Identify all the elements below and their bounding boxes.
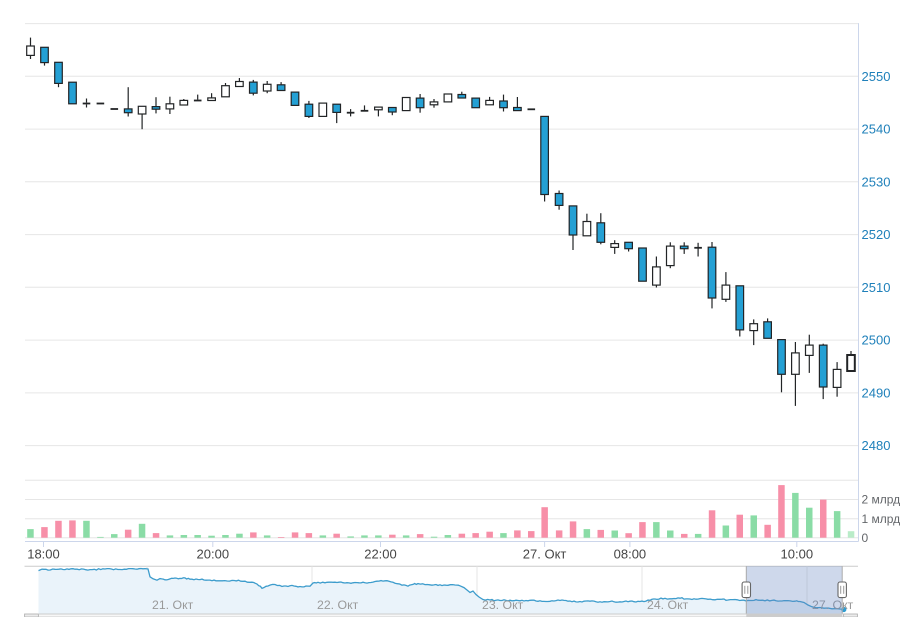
svg-text:2520: 2520	[862, 227, 891, 242]
svg-text:27. Окт: 27. Окт	[812, 598, 854, 612]
svg-text:22. Окт: 22. Окт	[317, 598, 359, 612]
svg-text:18:00: 18:00	[27, 547, 60, 562]
svg-text:2500: 2500	[862, 333, 891, 348]
svg-text:27. Окт: 27. Окт	[523, 547, 567, 562]
svg-text:10:00: 10:00	[781, 547, 814, 562]
svg-text:08:00: 08:00	[614, 547, 647, 562]
svg-text:1 млрд: 1 млрд	[862, 512, 901, 526]
svg-text:2490: 2490	[862, 385, 891, 400]
svg-text:21. Окт: 21. Окт	[152, 598, 194, 612]
svg-text:0: 0	[862, 531, 869, 545]
svg-text:2 млрд: 2 млрд	[862, 493, 901, 507]
svg-text:2510: 2510	[862, 280, 891, 295]
svg-text:2540: 2540	[862, 122, 891, 137]
svg-text:24. Окт: 24. Окт	[647, 598, 689, 612]
svg-text:23. Окт: 23. Окт	[482, 598, 524, 612]
svg-text:2480: 2480	[862, 438, 891, 453]
svg-text:2550: 2550	[862, 69, 891, 84]
svg-text:2530: 2530	[862, 174, 891, 189]
svg-text:22:00: 22:00	[364, 547, 397, 562]
svg-text:20:00: 20:00	[197, 547, 230, 562]
